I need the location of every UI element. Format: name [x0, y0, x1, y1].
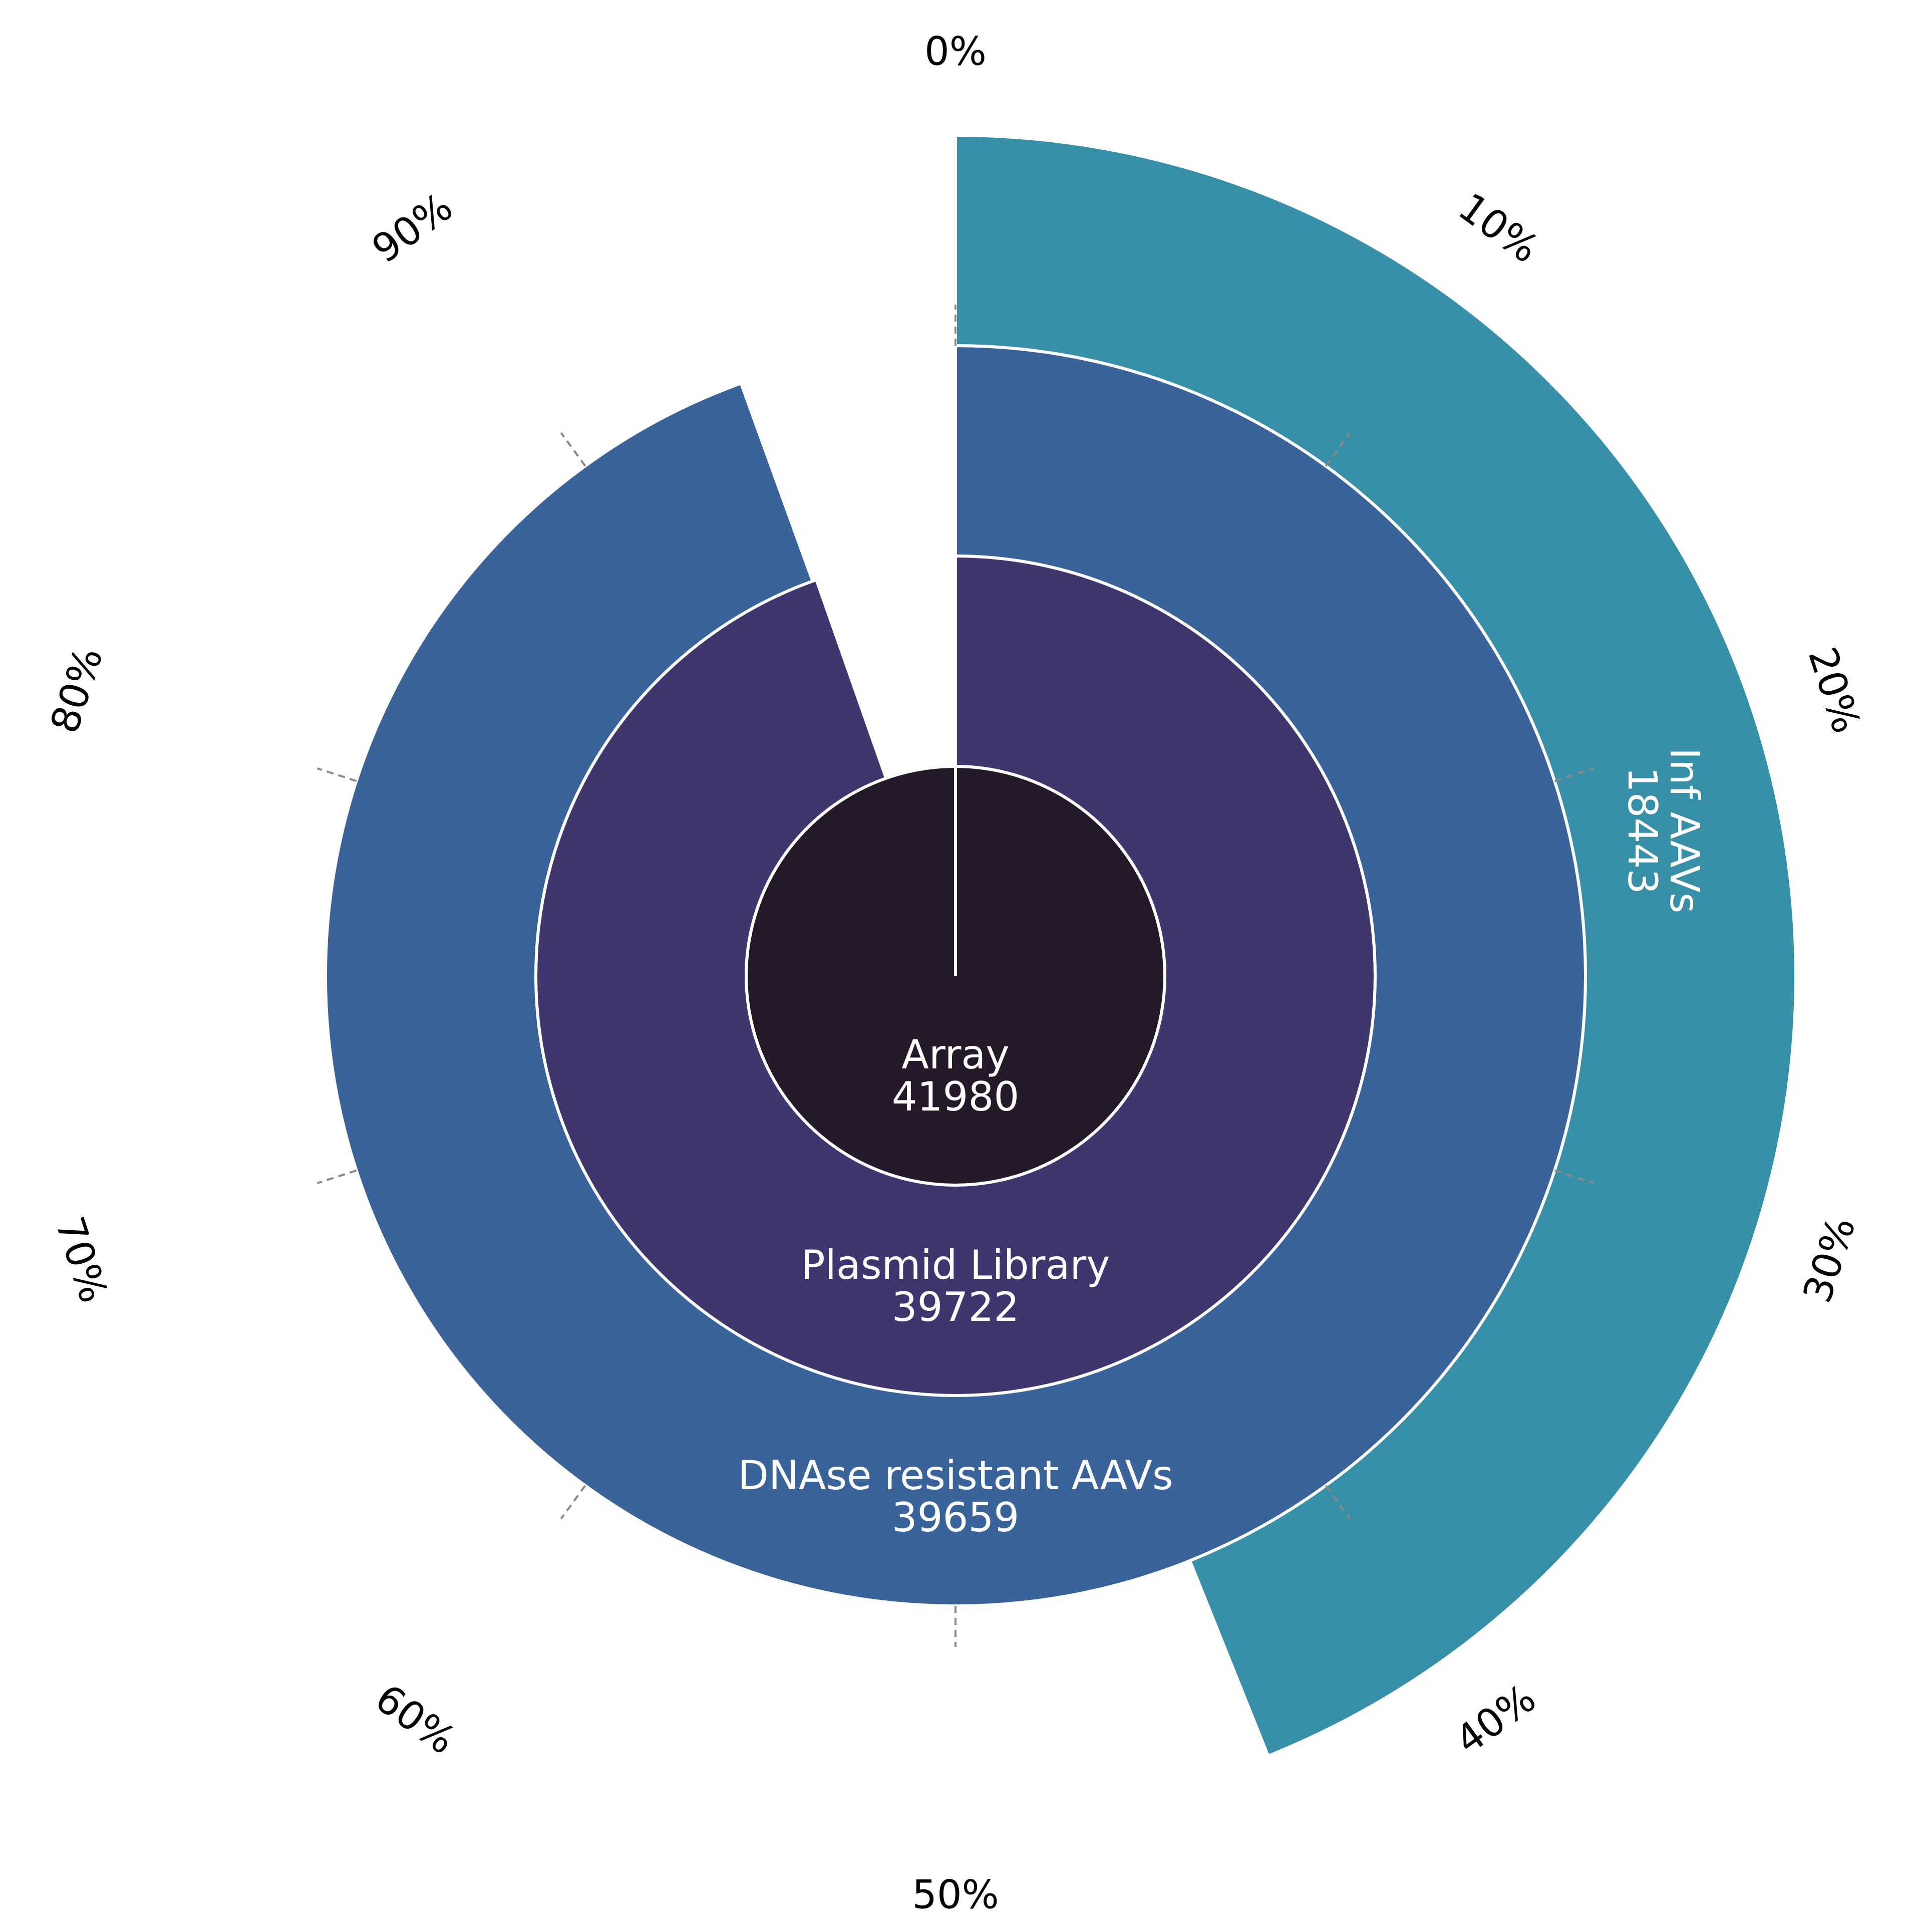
ring-array [746, 766, 1165, 1185]
tick-line-80 [316, 767, 357, 782]
tick-label-90: 90% [364, 184, 461, 272]
tick-line-60 [560, 1485, 586, 1520]
label-plasmid-library: Plasmid Library 39722 [801, 1242, 1110, 1330]
tick-label-20: 20% [1799, 642, 1869, 739]
tick-label-70: 70% [47, 1212, 116, 1308]
tick-line-20 [1554, 767, 1595, 782]
tick-line-70 [316, 1169, 357, 1184]
tick-label-40: 40% [1447, 1676, 1544, 1764]
tick-line-90 [560, 432, 586, 467]
ring-inf-aavs [954, 133, 1797, 1758]
label-inf-aavs: Inf AAVs18443 [1619, 748, 1708, 914]
tick-label-50: 50% [912, 1872, 999, 1917]
tick-label-80: 80% [42, 642, 112, 739]
label-array: Array 41980 [892, 1031, 1020, 1120]
label-dnase-resistant-aavs: DNAse resistant AAVs 39659 [738, 1452, 1173, 1541]
tick-label-30: 30% [1795, 1212, 1864, 1308]
tick-line-30 [1554, 1169, 1595, 1184]
tick-line-10 [1325, 432, 1351, 467]
tick-label-0: 0% [924, 29, 987, 74]
tick-line-40 [1325, 1485, 1351, 1520]
tick-label-10: 10% [1450, 184, 1547, 272]
tick-label-60: 60% [367, 1676, 464, 1764]
